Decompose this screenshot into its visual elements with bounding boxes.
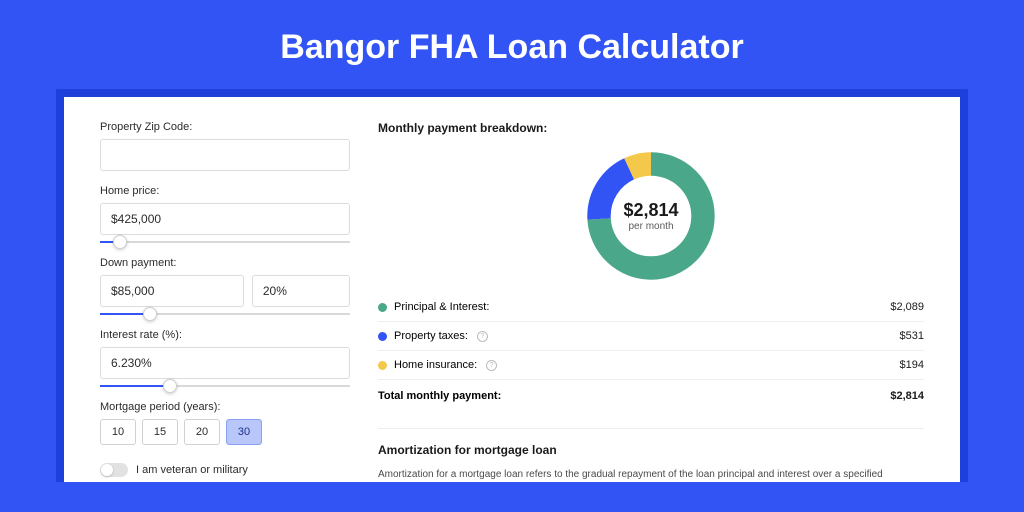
veteran-toggle[interactable] — [100, 463, 128, 477]
info-icon[interactable]: ? — [477, 331, 488, 342]
period-button-10[interactable]: 10 — [100, 419, 136, 445]
breakdown-title: Monthly payment breakdown: — [378, 121, 924, 135]
field-interest-rate: Interest rate (%): — [100, 329, 350, 387]
legend-row: Property taxes:? $531 — [378, 322, 924, 351]
donut-chart-wrap: $2,814 per month — [378, 145, 924, 293]
legend-row: Home insurance:? $194 — [378, 351, 924, 380]
period-label: Mortgage period (years): — [100, 401, 350, 413]
veteran-toggle-row: I am veteran or military — [100, 463, 350, 477]
field-home-price: Home price: — [100, 185, 350, 243]
legend-value: $194 — [900, 359, 924, 371]
donut-center: $2,814 per month — [586, 151, 716, 281]
zip-input[interactable] — [100, 139, 350, 171]
calculator-card: Property Zip Code: Home price: Down paym… — [64, 97, 960, 482]
legend-row: Principal & Interest: $2,089 — [378, 293, 924, 322]
slider-thumb[interactable] — [163, 379, 177, 393]
home-price-input[interactable] — [100, 203, 350, 235]
legend-dot — [378, 361, 387, 370]
down-payment-slider[interactable] — [100, 313, 350, 315]
zip-label: Property Zip Code: — [100, 121, 350, 133]
toggle-knob — [101, 464, 113, 476]
period-button-20[interactable]: 20 — [184, 419, 220, 445]
total-value: $2,814 — [890, 390, 924, 402]
legend-label: Principal & Interest: — [394, 301, 489, 313]
legend-dot — [378, 332, 387, 341]
field-period: Mortgage period (years): 10152030 — [100, 401, 350, 445]
field-zip: Property Zip Code: — [100, 121, 350, 171]
donut-chart: $2,814 per month — [586, 151, 716, 281]
interest-rate-input[interactable] — [100, 347, 350, 379]
legend-label: Home insurance: — [394, 359, 477, 371]
period-button-15[interactable]: 15 — [142, 419, 178, 445]
home-price-label: Home price: — [100, 185, 350, 197]
amortization-text: Amortization for a mortgage loan refers … — [378, 467, 924, 482]
donut-sub: per month — [628, 221, 673, 232]
field-down-payment: Down payment: — [100, 257, 350, 315]
amortization-section: Amortization for mortgage loan Amortizat… — [378, 428, 924, 482]
legend-label: Property taxes: — [394, 330, 468, 342]
slider-thumb[interactable] — [113, 235, 127, 249]
card-shadow-wrap: Property Zip Code: Home price: Down paym… — [56, 89, 968, 482]
legend-dot — [378, 303, 387, 312]
legend-value: $2,089 — [890, 301, 924, 313]
total-label: Total monthly payment: — [378, 390, 501, 402]
veteran-toggle-label: I am veteran or military — [136, 464, 248, 476]
down-payment-label: Down payment: — [100, 257, 350, 269]
legend-total-row: Total monthly payment: $2,814 — [378, 380, 924, 410]
legend-value: $531 — [900, 330, 924, 342]
page-title: Bangor FHA Loan Calculator — [0, 0, 1024, 89]
period-button-30[interactable]: 30 — [226, 419, 262, 445]
down-payment-pct-input[interactable] — [252, 275, 350, 307]
slider-thumb[interactable] — [143, 307, 157, 321]
form-column: Property Zip Code: Home price: Down paym… — [100, 121, 350, 482]
period-button-group: 10152030 — [100, 419, 350, 445]
amortization-title: Amortization for mortgage loan — [378, 443, 924, 457]
donut-value: $2,814 — [623, 200, 678, 221]
info-icon[interactable]: ? — [486, 360, 497, 371]
interest-rate-slider[interactable] — [100, 385, 350, 387]
interest-rate-label: Interest rate (%): — [100, 329, 350, 341]
legend-list: Principal & Interest: $2,089 Property taxe… — [378, 293, 924, 380]
down-payment-input[interactable] — [100, 275, 244, 307]
breakdown-column: Monthly payment breakdown: $2,814 per mo… — [378, 121, 924, 482]
home-price-slider[interactable] — [100, 241, 350, 243]
